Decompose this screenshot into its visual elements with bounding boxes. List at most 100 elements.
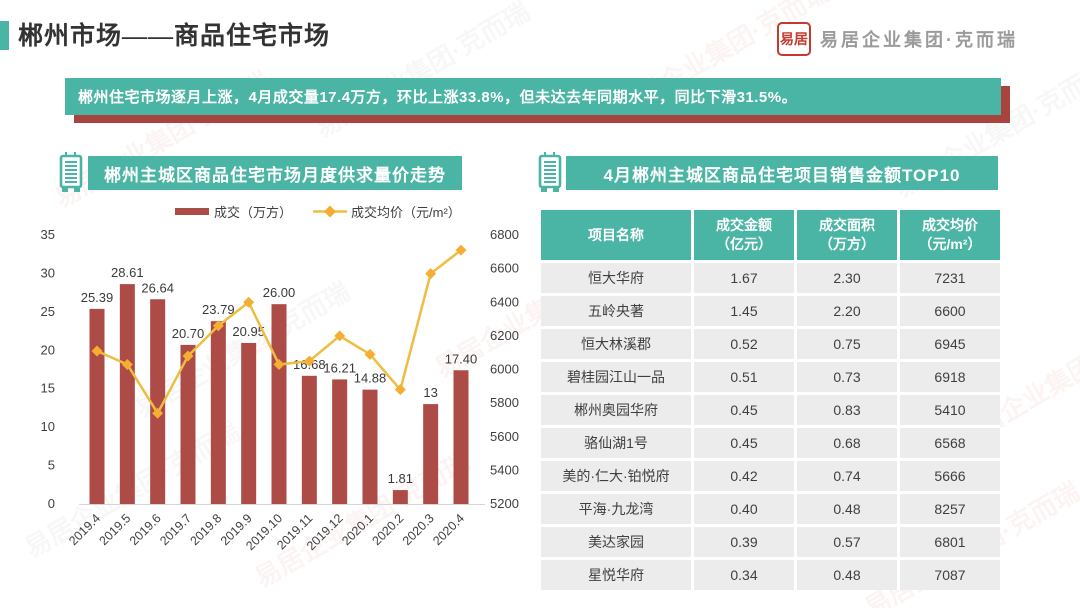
project-name-cell: 五岭央著 [541, 296, 691, 326]
project-name-cell: 美的·仁大·铂悦府 [541, 461, 691, 491]
svg-text:15: 15 [41, 381, 55, 396]
svg-text:25.39: 25.39 [81, 290, 114, 305]
svg-text:28.61: 28.61 [111, 265, 144, 280]
table-cell: 0.75 [797, 329, 897, 359]
svg-text:20.95: 20.95 [232, 324, 265, 339]
table-cell: 0.52 [694, 329, 794, 359]
table-cell: 0.83 [797, 395, 897, 425]
building-icon [59, 152, 83, 192]
svg-text:2019.5: 2019.5 [97, 511, 134, 548]
page-title: 郴州市场——商品住宅市场 [18, 23, 331, 50]
svg-text:1.81: 1.81 [388, 471, 413, 486]
table-cell: 0.48 [797, 494, 897, 524]
table-cell: 0.51 [694, 362, 794, 392]
svg-text:5600: 5600 [490, 429, 519, 444]
svg-text:2019.4: 2019.4 [66, 511, 103, 548]
svg-text:5200: 5200 [490, 496, 519, 511]
bar-value-labels: 25.3928.6126.6420.7023.7920.9526.0016.68… [81, 265, 478, 486]
table-cell: 0.48 [797, 560, 897, 590]
table-cell: 0.34 [694, 560, 794, 590]
x-axis-labels: 2019.42019.52019.62019.72019.82019.92019… [66, 511, 467, 553]
table-section-title: 4月郴州主城区商品住宅项目销售金额TOP10 [566, 156, 998, 190]
svg-text:成交（万方）: 成交（万方） [214, 205, 292, 220]
svg-text:25: 25 [41, 304, 55, 319]
table-cell: 6945 [900, 329, 1000, 359]
company-logo: 易居 易居企业集团·克而瑞 [777, 22, 1018, 56]
table-cell: 1.45 [694, 296, 794, 326]
chart-legend: 成交（万方） 成交均价（元/m²） [175, 205, 461, 220]
table-cell: 7087 [900, 560, 1000, 590]
chart-section-title: 郴州主城区商品住宅市场月度供求量价走势 [88, 156, 462, 190]
project-name-cell: 骆仙湖1号 [541, 428, 691, 458]
svg-text:2019.8: 2019.8 [188, 511, 225, 548]
svg-text:2020.4: 2020.4 [430, 511, 467, 548]
table-cell: 0.74 [797, 461, 897, 491]
table-cell: 5666 [900, 461, 1000, 491]
svg-text:2019.6: 2019.6 [127, 511, 164, 548]
svg-text:23.79: 23.79 [202, 302, 235, 317]
project-name-cell: 碧桂园江山一品 [541, 362, 691, 392]
svg-text:成交均价（元/m²）: 成交均价（元/m²） [351, 205, 461, 220]
table-cell: 2.20 [797, 296, 897, 326]
project-name-cell: 美达家园 [541, 527, 691, 557]
price-line [91, 244, 467, 419]
table-header-cell: 成交均价 （元/m²） [900, 210, 1000, 260]
table-grid: 项目名称 成交金额 （亿元） 成交面积 （万方） 成交均价 （元/m²） 恒大华府 1.67 2.… [541, 210, 1000, 590]
svg-text:16.21: 16.21 [323, 360, 356, 375]
title-accent-bar [0, 21, 9, 50]
bar-series [89, 284, 469, 504]
project-name-cell: 郴州奥园华府 [541, 395, 691, 425]
svg-text:5: 5 [48, 458, 55, 473]
svg-text:2019.7: 2019.7 [157, 511, 194, 548]
top10-sales-table: 项目名称 成交金额 （亿元） 成交面积 （万方） 成交均价 （元/m²） 恒大华府 1.67 2.… [541, 210, 1000, 590]
project-name-cell: 恒大华府 [541, 263, 691, 293]
monthly-supply-price-chart: 成交（万方） 成交均价（元/m²） 0 5 10 15 20 25 30 35 5200 5400 56… [25, 192, 530, 596]
table-cell: 8257 [900, 494, 1000, 524]
svg-text:6200: 6200 [490, 328, 519, 343]
table-cell: 6801 [900, 527, 1000, 557]
table-cell: 0.40 [694, 494, 794, 524]
table-header-cell: 成交金额 （亿元） [694, 210, 794, 260]
svg-text:2020.1: 2020.1 [339, 511, 376, 548]
svg-text:14.88: 14.88 [354, 371, 387, 386]
svg-text:5800: 5800 [490, 395, 519, 410]
svg-text:6800: 6800 [490, 227, 519, 242]
table-cell: 2.30 [797, 263, 897, 293]
left-axis-labels: 0 5 10 15 20 25 30 35 [41, 227, 55, 511]
project-name-cell: 星悦华府 [541, 560, 691, 590]
svg-text:26.00: 26.00 [263, 285, 296, 300]
table-cell: 6600 [900, 296, 1000, 326]
svg-text:13: 13 [423, 385, 437, 400]
table-cell: 1.67 [694, 263, 794, 293]
chart-canvas: 成交（万方） 成交均价（元/m²） 0 5 10 15 20 25 30 35 5200 5400 56… [41, 205, 519, 553]
svg-text:35: 35 [41, 227, 55, 242]
project-name-cell: 恒大林溪郡 [541, 329, 691, 359]
table-cell: 6918 [900, 362, 1000, 392]
svg-text:10: 10 [41, 419, 55, 434]
svg-text:6400: 6400 [490, 294, 519, 309]
table-cell: 0.57 [797, 527, 897, 557]
svg-text:17.40: 17.40 [445, 351, 478, 366]
svg-text:30: 30 [41, 265, 55, 280]
building-icon [538, 152, 562, 192]
svg-text:5400: 5400 [490, 462, 519, 477]
table-cell: 7231 [900, 263, 1000, 293]
table-cell: 0.39 [694, 527, 794, 557]
table-cell: 5410 [900, 395, 1000, 425]
table-cell: 0.68 [797, 428, 897, 458]
table-cell: 0.45 [694, 395, 794, 425]
company-seal-icon: 易居 [777, 22, 811, 56]
svg-text:2020.2: 2020.2 [370, 511, 407, 548]
svg-text:20.70: 20.70 [172, 326, 205, 341]
svg-text:6000: 6000 [490, 362, 519, 377]
right-axis-labels: 5200 5400 5600 5800 6000 6200 6400 6600 6800 [490, 227, 519, 511]
svg-text:6600: 6600 [490, 261, 519, 276]
table-cell: 0.45 [694, 428, 794, 458]
project-name-cell: 平海·九龙湾 [541, 494, 691, 524]
table-cell: 0.73 [797, 362, 897, 392]
svg-text:26.64: 26.64 [141, 280, 174, 295]
svg-text:20: 20 [41, 342, 55, 357]
table-cell: 6568 [900, 428, 1000, 458]
watermark-text: 易居企业集团·克而瑞 [309, 0, 535, 144]
